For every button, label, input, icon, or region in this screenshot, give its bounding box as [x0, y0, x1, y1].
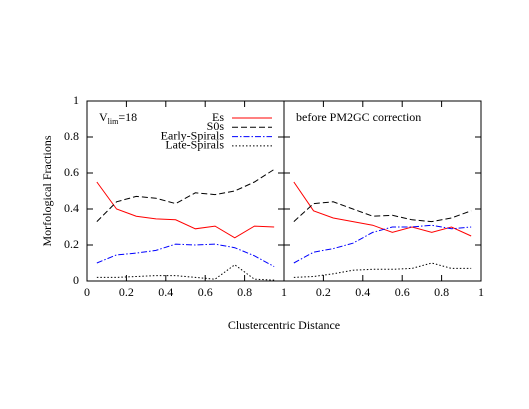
- legend-label: Late-Spirals: [165, 138, 224, 152]
- x-tick-label: 0.6: [395, 285, 410, 299]
- y-tick-label: 1: [73, 93, 79, 107]
- legend-label: Es: [212, 110, 224, 124]
- x-tick-label: 0: [84, 285, 90, 299]
- series-line: [96, 264, 275, 281]
- annotation-part: V: [99, 110, 108, 124]
- y-tick-label: 0.2: [64, 237, 79, 251]
- series-line: [293, 181, 472, 237]
- x-tick-label: 0.2: [119, 285, 134, 299]
- x-tick-label: 0.4: [158, 285, 173, 299]
- x-tick-label: 0.2: [316, 285, 331, 299]
- annotation: before PM2GC correction: [296, 110, 421, 124]
- y-tick-label: 0.6: [64, 165, 79, 179]
- series-line: [96, 243, 275, 268]
- x-tick-label: 0.8: [237, 285, 252, 299]
- x-tick-label: 1: [281, 285, 287, 299]
- legend-label: S0s: [207, 119, 225, 133]
- x-axis-label: Clustercentric Distance: [228, 318, 340, 332]
- x-tick-label: 0.8: [434, 285, 449, 299]
- y-tick-label: 0: [73, 273, 79, 287]
- y-axis-label: Morfological Fractions: [40, 135, 54, 246]
- x-tick-label: 0.4: [355, 285, 370, 299]
- y-tick-label: 0.4: [64, 201, 79, 215]
- annotation: Vlim=18: [99, 110, 137, 127]
- x-tick-label: 1: [478, 285, 484, 299]
- x-tick-label: 0.6: [198, 285, 213, 299]
- series-line: [96, 168, 275, 222]
- series-line: [96, 181, 275, 239]
- series-line: [293, 262, 472, 278]
- annotation-part: lim: [108, 117, 119, 126]
- series-line: [293, 224, 472, 264]
- legend-label: Early-Spirals: [161, 128, 225, 142]
- plot-frame: [283, 100, 482, 282]
- annotation-part: =18: [118, 110, 137, 124]
- annotation-part: before PM2GC correction: [296, 110, 421, 124]
- y-tick-label: 0.8: [64, 129, 79, 143]
- series-line: [293, 201, 472, 223]
